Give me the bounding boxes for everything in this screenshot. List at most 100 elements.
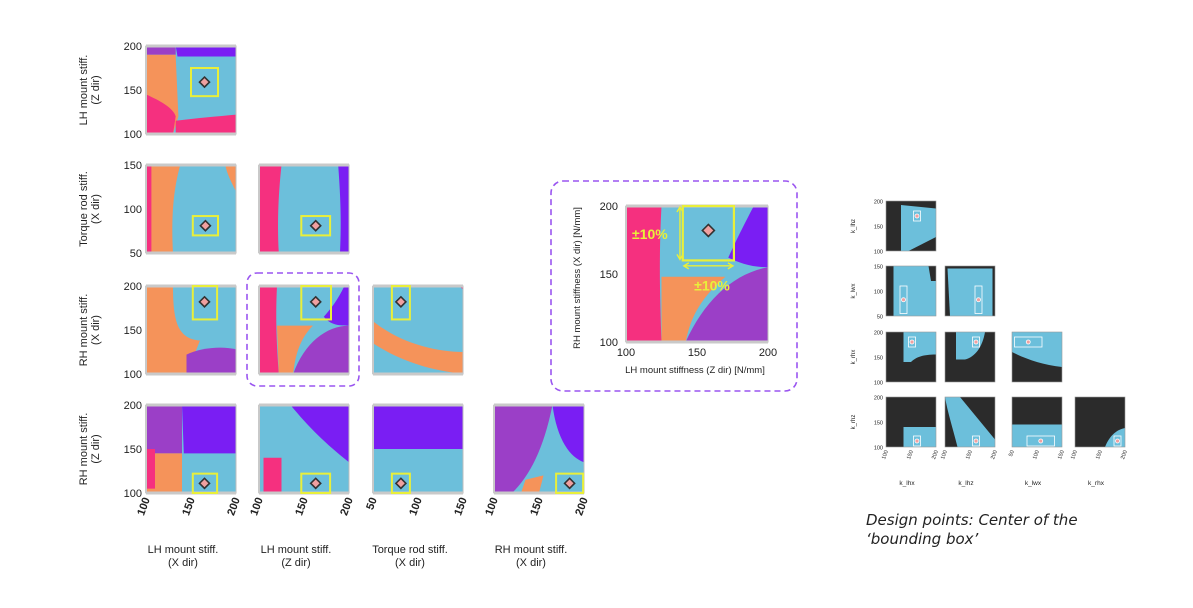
region-violet: [290, 405, 349, 463]
heat-panel-3_1: [258, 403, 350, 495]
tolerance-label-x: ±10%: [694, 277, 730, 293]
panel-regions: [626, 206, 768, 342]
region-violet: [373, 405, 463, 449]
x-tick: 150: [293, 496, 311, 517]
x-tick-label: 150: [180, 496, 198, 517]
mini-col-label: k_lwx: [1025, 480, 1042, 487]
highlight-frame-small: [246, 272, 360, 387]
mini-panel-1_0: [885, 265, 937, 317]
zoom-y-tick: 200: [600, 201, 618, 213]
region-pink: [175, 114, 236, 134]
mini-panel-2_2: [1011, 331, 1063, 383]
y-tick-label: 150: [124, 85, 142, 97]
mini-y-tick: 150: [874, 356, 883, 362]
mini-x-tick-label: 150: [1095, 450, 1104, 461]
region-violet: [338, 165, 349, 253]
highlight-frame-zoom: [550, 180, 798, 392]
mini-design-point: [973, 438, 979, 444]
x-tick: 200: [573, 496, 591, 517]
mini-region-dark: [1075, 397, 1125, 447]
row-label-line: (Z dir): [90, 434, 102, 463]
region-orange: [661, 276, 726, 342]
mini-x-tick: 50: [1008, 450, 1016, 458]
mini-row-label-group: k_rhz: [851, 415, 857, 430]
mini-bounding-box: [972, 435, 980, 447]
region-violet: [552, 405, 584, 463]
x-tick-label: 100: [483, 496, 501, 517]
x-tick: 100: [248, 496, 266, 517]
mini-row-label-group: k_rhx: [851, 350, 857, 365]
mini-y-tick: 100: [874, 250, 883, 256]
region-purple: [146, 405, 182, 454]
region-pink: [146, 449, 155, 489]
row-label-line: RH mount stiff.: [78, 294, 90, 367]
mini-y-tick: 200: [874, 331, 883, 337]
x-tick-label: 150: [452, 496, 470, 517]
mini-design-point: [1038, 438, 1044, 444]
heat-panel-3_3: [493, 403, 585, 495]
mini-y-tick: 200: [874, 200, 883, 206]
mini-design-point: [914, 213, 920, 219]
mini-design-point: [901, 297, 906, 303]
row-label-line: (X dir): [90, 315, 102, 345]
mini-bounding-box: [1026, 435, 1055, 447]
row-label-line: (X dir): [90, 194, 102, 224]
mini-frame: [1011, 396, 1063, 448]
panel-regions: [373, 286, 463, 374]
mini-design-point: [909, 339, 915, 345]
mini-panel-3_3: [1074, 396, 1126, 448]
mini-region-blue: [1105, 428, 1125, 447]
region-orange: [277, 325, 313, 374]
mini-region-blue: [903, 427, 936, 447]
mini-bounding-box: [972, 336, 980, 348]
mini-region-blue: [893, 266, 936, 316]
y-tick-label: 50: [130, 248, 142, 260]
bounding-box: [190, 67, 219, 98]
mini-x-tick: 200: [990, 450, 999, 461]
x-tick: 100: [407, 496, 425, 517]
bounding-box: [555, 472, 585, 494]
row-label: RH mount stiff. (X dir): [78, 294, 102, 367]
heat-panel-2_2: [372, 284, 464, 376]
heat-panel-1_1: [258, 163, 350, 255]
mini-panel-0_0: [885, 200, 937, 252]
mini-region-blue: [947, 268, 993, 316]
x-tick: 200: [225, 496, 243, 517]
region-pink: [263, 457, 282, 493]
mini-frame: [885, 396, 937, 448]
region-purple: [494, 405, 553, 493]
mini-row-label-group: k_lwx: [851, 283, 857, 298]
mini-x-tick: 200: [931, 450, 940, 461]
mini-x-tick: 150: [965, 450, 974, 461]
mini-region-blue: [945, 397, 995, 447]
row-label-line: LH mount stiff.: [78, 55, 90, 126]
mini-bounding-box: [913, 435, 921, 447]
bounding-box: [300, 472, 332, 494]
mini-row-label: k_rhx: [851, 350, 857, 365]
arrowhead: [682, 262, 690, 270]
x-tick-label: 150: [528, 496, 546, 517]
x-tick: 50: [364, 496, 379, 512]
mini-y-tick: 150: [874, 225, 883, 231]
panel-regions: [146, 165, 236, 253]
mini-bounding-box: [908, 336, 916, 348]
x-tick: 100: [483, 496, 501, 517]
bounding-box: [300, 285, 332, 321]
mini-x-tick: 100: [1032, 450, 1041, 461]
mini-panel-3_2: [1011, 396, 1063, 448]
panel-regions: [146, 286, 236, 374]
mini-panel-3_1: [944, 396, 996, 448]
panel-regions: [373, 405, 463, 493]
x-tick-label: 100: [135, 496, 153, 517]
x-tick-label: 200: [225, 496, 243, 517]
region-pink: [626, 206, 662, 342]
mini-panel-2_1: [944, 331, 996, 383]
mini-x-tick: 100: [881, 450, 890, 461]
mini-design-point: [1025, 339, 1031, 345]
mini-bounding-box: [899, 285, 908, 314]
zoom-y-tick: 100: [600, 337, 618, 349]
design-point: [198, 477, 211, 490]
bounding-box: [191, 285, 219, 321]
design-point: [309, 477, 322, 490]
